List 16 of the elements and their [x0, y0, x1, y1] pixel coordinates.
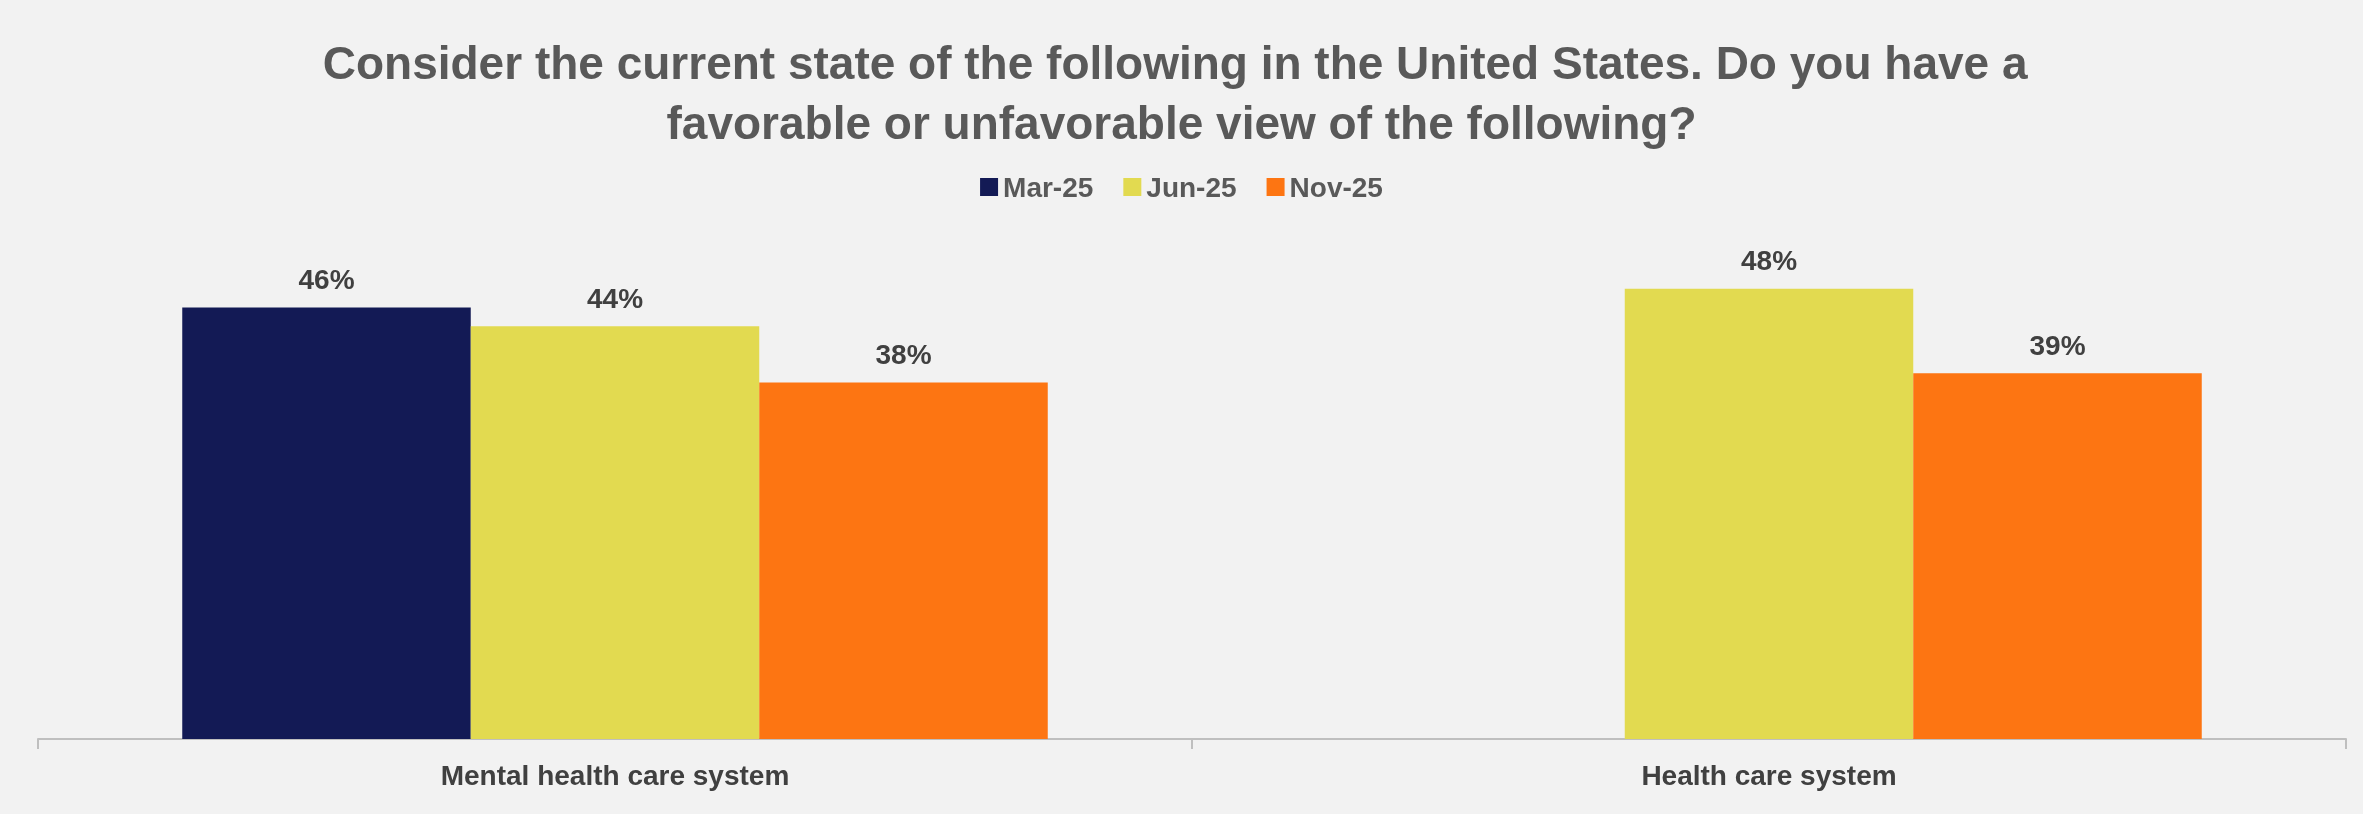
data-label: 48%: [1740, 245, 1798, 277]
data-label: 38%: [875, 339, 932, 371]
bar: [1624, 288, 1914, 739]
bar: [759, 382, 1048, 739]
chart-title: Consider the current state of the following in the United States. Do you have a favorable or unfavorable view of the following?: [322, 37, 2041, 149]
legend-label: Nov-25: [1289, 171, 1383, 203]
data-label: 44%: [586, 282, 644, 314]
bar: [470, 326, 760, 739]
x-tick-label: Health care system: [1641, 759, 1897, 791]
data-label: 46%: [298, 264, 355, 296]
legend-label: Jun-25: [1146, 171, 1237, 203]
x-tick-label: Mental health care system: [440, 759, 790, 791]
data-label: 39%: [2029, 329, 2086, 361]
bar: [1913, 373, 2202, 739]
legend-label: Mar-25: [1003, 171, 1094, 203]
bar: [182, 307, 471, 739]
